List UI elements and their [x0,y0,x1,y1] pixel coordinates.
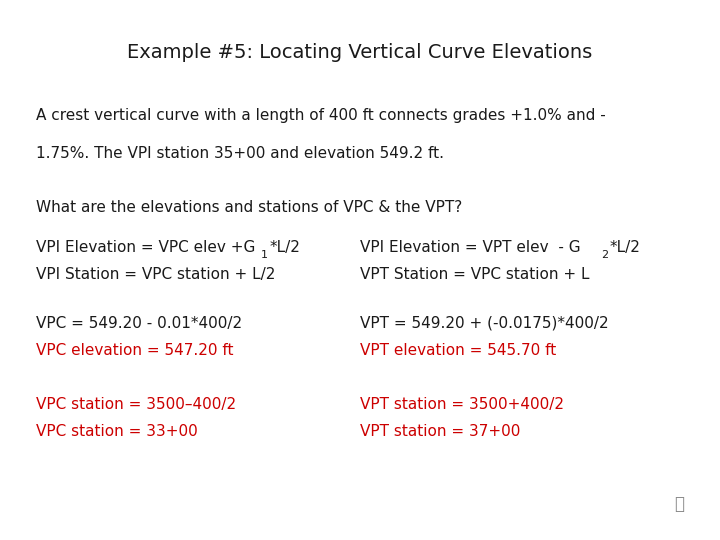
Text: 1.75%. The VPI station 35+00 and elevation 549.2 ft.: 1.75%. The VPI station 35+00 and elevati… [36,146,444,161]
Text: VPC elevation = 547.20 ft: VPC elevation = 547.20 ft [36,343,233,358]
Text: 1: 1 [261,250,268,260]
Text: VPC = 549.20 - 0.01*400/2: VPC = 549.20 - 0.01*400/2 [36,316,242,331]
Text: A crest vertical curve with a length of 400 ft connects grades +1.0% and -: A crest vertical curve with a length of … [36,108,606,123]
Text: VPT station = 3500+400/2: VPT station = 3500+400/2 [360,397,564,412]
Text: VPC station = 3500–400/2: VPC station = 3500–400/2 [36,397,236,412]
Text: VPT station = 37+00: VPT station = 37+00 [360,424,521,439]
Text: VPT = 549.20 + (-0.0175)*400/2: VPT = 549.20 + (-0.0175)*400/2 [360,316,608,331]
Text: VPI Elevation = VPT elev  - G: VPI Elevation = VPT elev - G [360,240,580,255]
Text: What are the elevations and stations of VPC & the VPT?: What are the elevations and stations of … [36,200,462,215]
Text: *L/2: *L/2 [269,240,300,255]
Text: VPT elevation = 545.70 ft: VPT elevation = 545.70 ft [360,343,557,358]
Text: VPI Elevation = VPC elev +G: VPI Elevation = VPC elev +G [36,240,256,255]
Text: 2: 2 [601,250,608,260]
Text: VPI Station = VPC station + L/2: VPI Station = VPC station + L/2 [36,267,275,282]
Text: Example #5: Locating Vertical Curve Elevations: Example #5: Locating Vertical Curve Elev… [127,43,593,62]
Text: VPC station = 33+00: VPC station = 33+00 [36,424,198,439]
Text: 🔈: 🔈 [674,495,684,513]
Text: *L/2: *L/2 [610,240,641,255]
Text: VPT Station = VPC station + L: VPT Station = VPC station + L [360,267,590,282]
